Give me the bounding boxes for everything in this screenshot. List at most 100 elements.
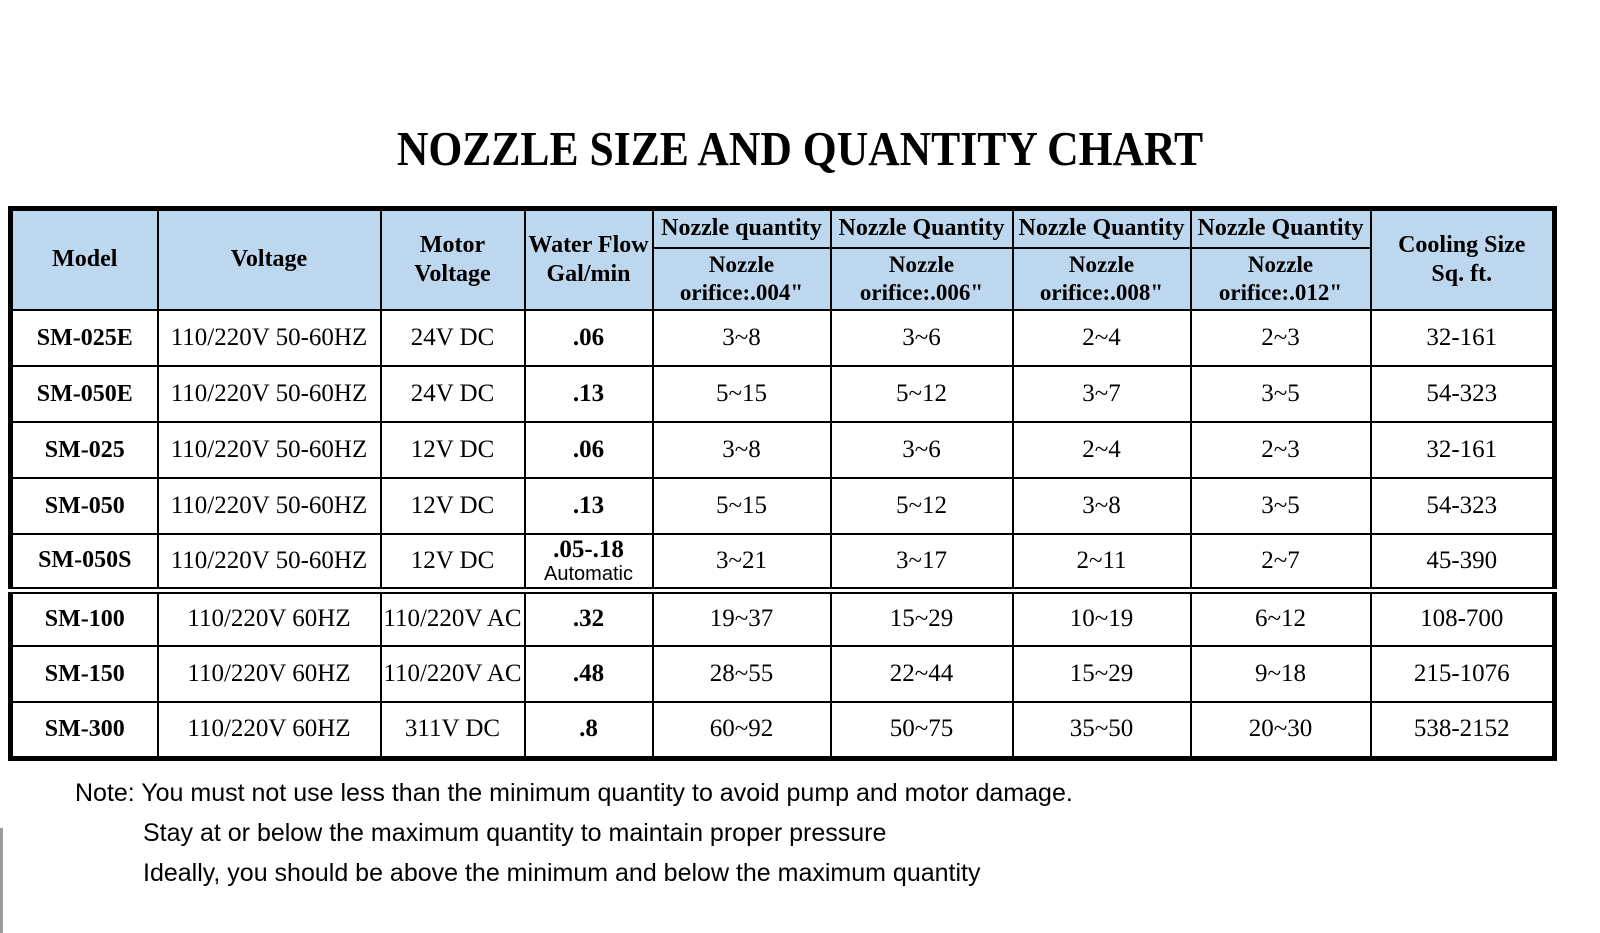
header-nozzle-orifice-004: Nozzle orifice:.004" [651, 247, 832, 311]
nozzle-quantity-006-cell: 5~12 [829, 365, 1014, 423]
water-flow-cell: .05-.18 Automatic [523, 533, 654, 594]
motor-voltage-cell: 12V DC [379, 533, 526, 594]
voltage-cell: 110/220V 50-60HZ [156, 533, 382, 594]
header-row-groups: Model Voltage Motor Voltage Water Flow G… [9, 207, 1556, 311]
water-flow-cell: .48 [523, 645, 654, 703]
nozzle-quantity-004-cell: 5~15 [651, 477, 832, 535]
water-flow-value: .32 [572, 605, 605, 633]
header-nozzle-orifice-006: Nozzle orifice:.006" [829, 247, 1014, 311]
orifice-008-line1: Nozzle [1068, 251, 1135, 277]
header-voltage: Voltage [156, 207, 382, 311]
water-flow-value: .13 [572, 380, 605, 407]
motor-voltage-cell: 24V DC [379, 309, 526, 367]
cooling-size-cell: 54-323 [1369, 365, 1556, 423]
nozzle-quantity-008-cell: 3~8 [1011, 477, 1192, 535]
voltage-cell: 110/220V 50-60HZ [156, 421, 382, 479]
page-edge-scan-artifact [0, 828, 3, 933]
nozzle-quantity-006-cell: 5~12 [829, 477, 1014, 535]
voltage-cell: 110/220V 50-60HZ [156, 477, 382, 535]
header-row-orifices: Nozzle orifice:.004" Nozzle orifice:.006… [11, 247, 1555, 311]
nozzle-quantity-004-cell: 19~37 [651, 589, 832, 647]
table-row: SM-300 110/220V 60HZ 311V DC .8 60~92 50… [9, 701, 1556, 759]
voltage-cell: 110/220V 60HZ [156, 589, 382, 647]
header-water-flow-line2: Gal/min [546, 261, 631, 287]
cooling-size-cell: 108-700 [1369, 589, 1556, 647]
header-model: Model [9, 207, 159, 311]
header-motor-voltage-line2: Voltage [414, 261, 491, 287]
nozzle-quantity-008-cell: 15~29 [1011, 645, 1192, 703]
water-flow-mode: Automatic [544, 563, 633, 586]
orifice-006-line2: orifice:.006" [859, 280, 984, 305]
nozzle-quantity-006-cell: 3~17 [829, 533, 1014, 594]
header-cooling-size: Cooling Size Sq. ft. [1369, 207, 1556, 311]
header-nozzle-orifice-012: Nozzle orifice:.012" [1189, 247, 1372, 311]
nozzle-quantity-004-cell: 3~8 [651, 309, 832, 367]
water-flow-value: .06 [572, 436, 605, 463]
nozzle-quantity-008-cell: 2~4 [1011, 421, 1192, 479]
nozzle-quantity-008-cell: 35~50 [1011, 701, 1192, 759]
orifice-012-line2: orifice:.012" [1218, 280, 1343, 305]
nozzle-quantity-008-cell: 10~19 [1011, 589, 1192, 647]
header-nozzle-group-006: Nozzle Quantity [829, 207, 1014, 249]
orifice-004-line2: orifice:.004" [679, 280, 804, 305]
motor-voltage-cell: 110/220V AC [379, 589, 526, 647]
nozzle-quantity-006-cell: 3~6 [829, 309, 1014, 367]
header-cooling-size-line1: Cooling Size [1398, 231, 1526, 258]
nozzle-quantity-006-cell: 15~29 [829, 589, 1014, 647]
cooling-size-cell: 32-161 [1369, 421, 1556, 479]
nozzle-quantity-008-cell: 2~4 [1011, 309, 1192, 367]
water-flow-cell: .13 [523, 365, 654, 423]
voltage-cell: 110/220V 60HZ [156, 645, 382, 703]
cooling-size-cell: 32-161 [1369, 309, 1556, 367]
note-line-2: Stay at or below the maximum quantity to… [143, 818, 887, 847]
water-flow-value: .8 [579, 715, 598, 743]
nozzle-quantity-012-cell: 20~30 [1189, 701, 1372, 759]
nozzle-quantity-004-cell: 60~92 [651, 701, 832, 759]
voltage-cell: 110/220V 60HZ [156, 701, 382, 759]
header-motor-voltage-line1: Motor [419, 231, 486, 258]
nozzle-quantity-004-cell: 28~55 [651, 645, 832, 703]
header-nozzle-group-012: Nozzle Quantity [1189, 207, 1372, 249]
model-cell: SM-100 [9, 589, 159, 647]
motor-voltage-cell: 110/220V AC [379, 645, 526, 703]
header-water-flow-line1: Water Flow [528, 231, 649, 258]
cooling-size-cell: 538-2152 [1369, 701, 1556, 759]
table-row: SM-050 110/220V 50-60HZ 12V DC .13 5~15 … [9, 477, 1556, 535]
note-line-3: Ideally, you should be above the minimum… [143, 858, 981, 887]
table-row: SM-025 110/220V 50-60HZ 12V DC .06 3~8 3… [9, 421, 1556, 479]
nozzle-size-quantity-table: Model Voltage Motor Voltage Water Flow G… [8, 206, 1557, 761]
model-cell: SM-050E [9, 365, 159, 423]
header-cooling-size-line2: Sq. ft. [1431, 261, 1493, 287]
water-flow-cell: .8 [523, 701, 654, 759]
water-flow-cell: .32 [523, 589, 654, 647]
motor-voltage-cell: 24V DC [379, 365, 526, 423]
header-water-flow: Water Flow Gal/min [523, 207, 654, 311]
cooling-size-cell: 215-1076 [1369, 645, 1556, 703]
model-cell: SM-050S [9, 533, 159, 594]
page-title-text: NOZZLE SIZE AND QUANTITY CHART [396, 121, 1204, 176]
nozzle-quantity-012-cell: 6~12 [1189, 589, 1372, 647]
water-flow-cell: .06 [523, 421, 654, 479]
model-cell: SM-050 [9, 477, 159, 535]
table-row: SM-100 110/220V 60HZ 110/220V AC .32 19~… [9, 589, 1556, 647]
cooling-size-cell: 45-390 [1369, 533, 1556, 594]
motor-voltage-cell: 311V DC [379, 701, 526, 759]
table-row: SM-150 110/220V 60HZ 110/220V AC .48 28~… [9, 645, 1556, 703]
table-row: SM-050E 110/220V 50-60HZ 24V DC .13 5~15… [9, 365, 1556, 423]
nozzle-quantity-012-cell: 2~7 [1189, 533, 1372, 594]
header-nozzle-group-008: Nozzle Quantity [1011, 207, 1192, 249]
water-flow-cell: .13 [523, 477, 654, 535]
page-title: NOZZLE SIZE AND QUANTITY CHART [0, 0, 1600, 178]
model-cell: SM-300 [9, 701, 159, 759]
motor-voltage-cell: 12V DC [379, 477, 526, 535]
motor-voltage-cell: 12V DC [379, 421, 526, 479]
water-flow-value: .06 [572, 324, 605, 351]
nozzle-quantity-006-cell: 22~44 [829, 645, 1014, 703]
nozzle-quantity-008-cell: 2~11 [1011, 533, 1192, 594]
water-flow-cell: .06 [523, 309, 654, 367]
voltage-cell: 110/220V 50-60HZ [156, 365, 382, 423]
nozzle-quantity-008-cell: 3~7 [1011, 365, 1192, 423]
table-row: SM-050S 110/220V 50-60HZ 12V DC .05-.18 … [9, 533, 1556, 594]
voltage-cell: 110/220V 50-60HZ [156, 309, 382, 367]
model-cell: SM-150 [9, 645, 159, 703]
